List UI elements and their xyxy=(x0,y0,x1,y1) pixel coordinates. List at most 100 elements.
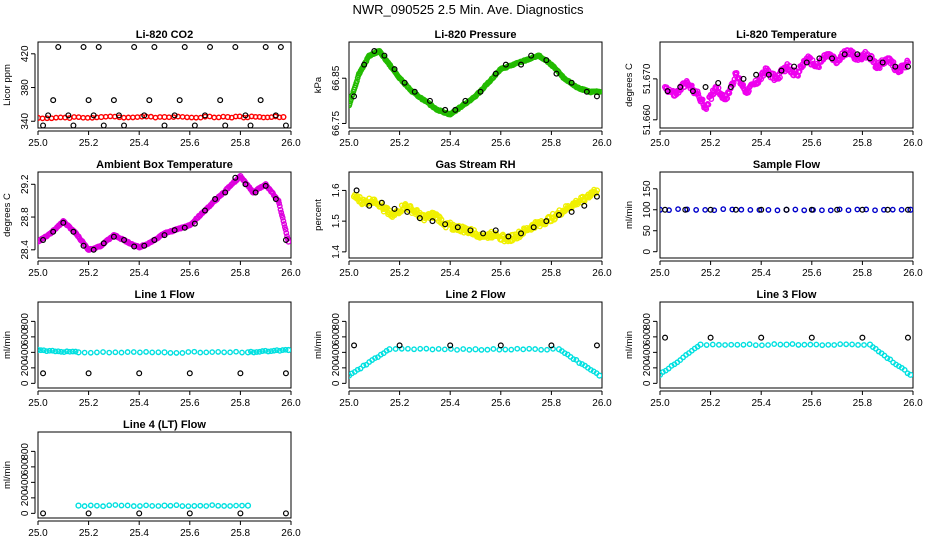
ave-point xyxy=(477,88,484,95)
ave-point xyxy=(161,122,168,128)
data-point xyxy=(372,355,378,361)
ave-point xyxy=(727,84,734,91)
panel-rh: Gas Stream RH 25.0 25.2 25.4 25.6 25.8 26.0 1.4… xyxy=(313,159,612,279)
x-tick-label: 25.8 xyxy=(231,138,251,149)
panel-title: Li-820 Temperature xyxy=(736,29,837,41)
data-point xyxy=(520,346,527,353)
x-axis: 25.0 25.2 25.4 25.6 25.8 26.0 xyxy=(28,520,301,539)
data-point xyxy=(792,206,799,213)
data-point xyxy=(87,502,94,509)
y-tick-label: 340 xyxy=(20,112,31,129)
ave-point xyxy=(217,97,224,104)
data-point xyxy=(699,96,706,103)
y-tick-label: 420 xyxy=(20,45,31,62)
y-axis-label: degrees C xyxy=(2,193,13,237)
ave-point xyxy=(593,342,600,349)
plot-frame xyxy=(659,171,914,259)
ave-point xyxy=(70,122,77,128)
plot-frame xyxy=(37,431,292,519)
data-point xyxy=(72,348,79,355)
data-point xyxy=(280,218,287,224)
data-point xyxy=(360,362,367,369)
series-group xyxy=(661,47,912,113)
x-tick-label: 25.6 xyxy=(180,138,200,149)
data-point xyxy=(694,343,701,350)
ave-point xyxy=(904,63,911,70)
data-point xyxy=(84,114,91,121)
x-tick-label: 25.4 xyxy=(751,268,771,279)
data-point xyxy=(466,346,473,353)
data-point xyxy=(850,48,856,55)
data-point xyxy=(532,346,539,352)
x-axis: 25.0 25.2 25.4 25.6 25.8 26.0 xyxy=(650,390,923,409)
ave-point xyxy=(702,84,709,91)
ave-point xyxy=(677,84,684,91)
ave-point xyxy=(662,334,669,341)
data-point xyxy=(277,206,284,213)
x-tick-label: 26.0 xyxy=(281,528,301,539)
data-point xyxy=(502,346,509,353)
y-tick-label: 0 xyxy=(20,510,31,516)
data-point xyxy=(711,207,718,214)
ave-point xyxy=(161,232,168,239)
data-point xyxy=(576,360,583,366)
x-tick-label: 25.0 xyxy=(28,528,48,539)
x-tick-label: 25.4 xyxy=(440,138,460,149)
data-point xyxy=(746,341,753,348)
y-axis: 340 380 420 Licor ppm xyxy=(2,45,36,130)
data-point xyxy=(215,502,222,509)
x-tick-label: 25.6 xyxy=(802,138,822,149)
data-point xyxy=(837,341,844,348)
data-point xyxy=(349,100,353,107)
ave-point xyxy=(186,510,193,517)
data-point xyxy=(274,347,280,354)
x-tick-label: 25.6 xyxy=(491,268,511,279)
x-axis: 25.0 25.2 25.4 25.6 25.8 26.0 xyxy=(28,390,301,409)
x-tick-label: 25.6 xyxy=(180,268,200,279)
data-point xyxy=(173,350,180,356)
data-point xyxy=(112,349,119,356)
ave-point xyxy=(497,342,504,349)
ave-point xyxy=(758,334,765,341)
ave-point xyxy=(480,230,487,237)
ave-point xyxy=(110,97,117,104)
x-tick-label: 25.0 xyxy=(650,268,670,279)
series-group xyxy=(350,186,601,245)
x-tick-label: 25.2 xyxy=(701,138,721,149)
ave-point xyxy=(252,189,259,196)
ave-point xyxy=(50,228,57,235)
ave-point xyxy=(70,228,77,235)
panel-sample_flow: Sample Flow 25.0 25.2 25.4 25.6 25.8 26.0 0 50 10… xyxy=(624,159,923,279)
series-group xyxy=(38,346,291,377)
ave-point xyxy=(272,196,279,203)
data-point xyxy=(819,342,826,349)
y-axis-label: ml/min xyxy=(624,201,635,229)
ave-point xyxy=(426,97,433,104)
y-axis-label: percent xyxy=(313,199,324,231)
ave-point xyxy=(401,79,408,86)
data-point xyxy=(100,503,106,510)
ave-point xyxy=(171,227,178,234)
panel-title: Line 2 Flow xyxy=(446,289,506,301)
y-tick-label: 50 xyxy=(642,225,653,237)
data-point xyxy=(777,341,784,348)
ave-point xyxy=(151,44,158,51)
y-axis-label: ml/min xyxy=(2,461,13,489)
data-point xyxy=(215,114,222,121)
data-point xyxy=(855,342,861,348)
x-tick-label: 25.4 xyxy=(751,398,771,409)
ave-point xyxy=(351,93,358,100)
data-point xyxy=(130,349,137,355)
ave-point xyxy=(530,224,537,231)
ave-point xyxy=(859,206,866,213)
series-group xyxy=(660,334,913,378)
ave-point xyxy=(201,207,208,214)
data-point xyxy=(58,348,65,355)
ave-point xyxy=(753,71,760,78)
data-point xyxy=(357,365,364,372)
x-tick-label: 25.8 xyxy=(542,398,562,409)
data-point xyxy=(276,203,283,209)
panel-title: Line 3 Flow xyxy=(757,289,817,301)
ave-point xyxy=(808,206,815,213)
data-point xyxy=(253,349,260,355)
